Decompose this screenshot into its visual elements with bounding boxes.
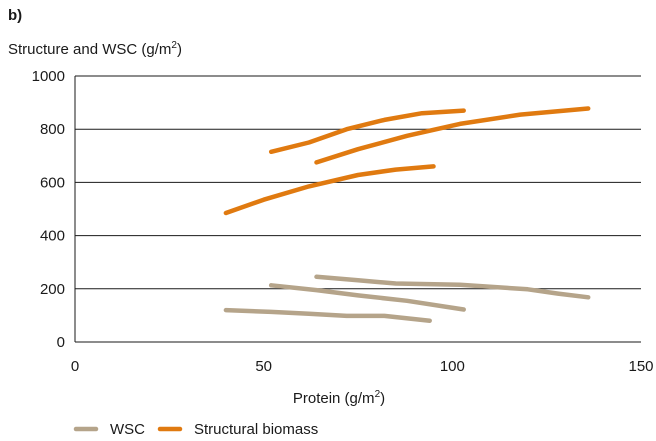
y-axis-title-sup: 2 xyxy=(171,40,177,51)
wsc-line-6 xyxy=(223,307,432,323)
y-tick-label: 1000 xyxy=(32,68,65,85)
y-axis-title: Structure and WSC (g/m2) xyxy=(8,40,182,58)
legend-label-structural: Structural biomass xyxy=(194,421,318,438)
y-tick-label: 400 xyxy=(40,228,65,245)
y-tick-label: 800 xyxy=(40,121,65,138)
x-axis-title-sup: 2 xyxy=(375,389,381,400)
y-axis-title-main: Structure and WSC (g/m xyxy=(8,41,171,58)
x-tick-label: 0 xyxy=(71,358,79,375)
x-tick-label: 150 xyxy=(628,358,653,375)
panel-label: b) xyxy=(8,7,22,24)
y-axis-title-end: ) xyxy=(177,41,182,58)
x-tick-label: 100 xyxy=(440,358,465,375)
x-axis-title-end: ) xyxy=(380,390,385,407)
y-tick-labels: 0 200 400 600 800 1000 xyxy=(32,68,65,351)
y-tick-label: 0 xyxy=(57,334,65,351)
x-tick-label: 50 xyxy=(255,358,272,375)
legend-label-wsc: WSC xyxy=(110,421,145,438)
structural-biomass-line-1 xyxy=(268,108,466,155)
y-tick-label: 600 xyxy=(40,174,65,191)
wsc-line-5 xyxy=(268,283,466,312)
structural-biomass-line-2 xyxy=(314,106,591,165)
y-tick-label: 200 xyxy=(40,281,65,298)
wsc-line-4 xyxy=(314,274,591,300)
structural-biomass-line-3 xyxy=(223,164,436,216)
x-axis-title-main: Protein (g/m xyxy=(293,390,375,407)
x-tick-labels: 0 50 100 150 xyxy=(71,358,654,375)
legend: WSC Structural biomass xyxy=(73,421,318,438)
series-lines xyxy=(223,106,591,323)
grid-lines xyxy=(74,75,641,343)
x-axis-title: Protein (g/m2) xyxy=(293,389,385,407)
